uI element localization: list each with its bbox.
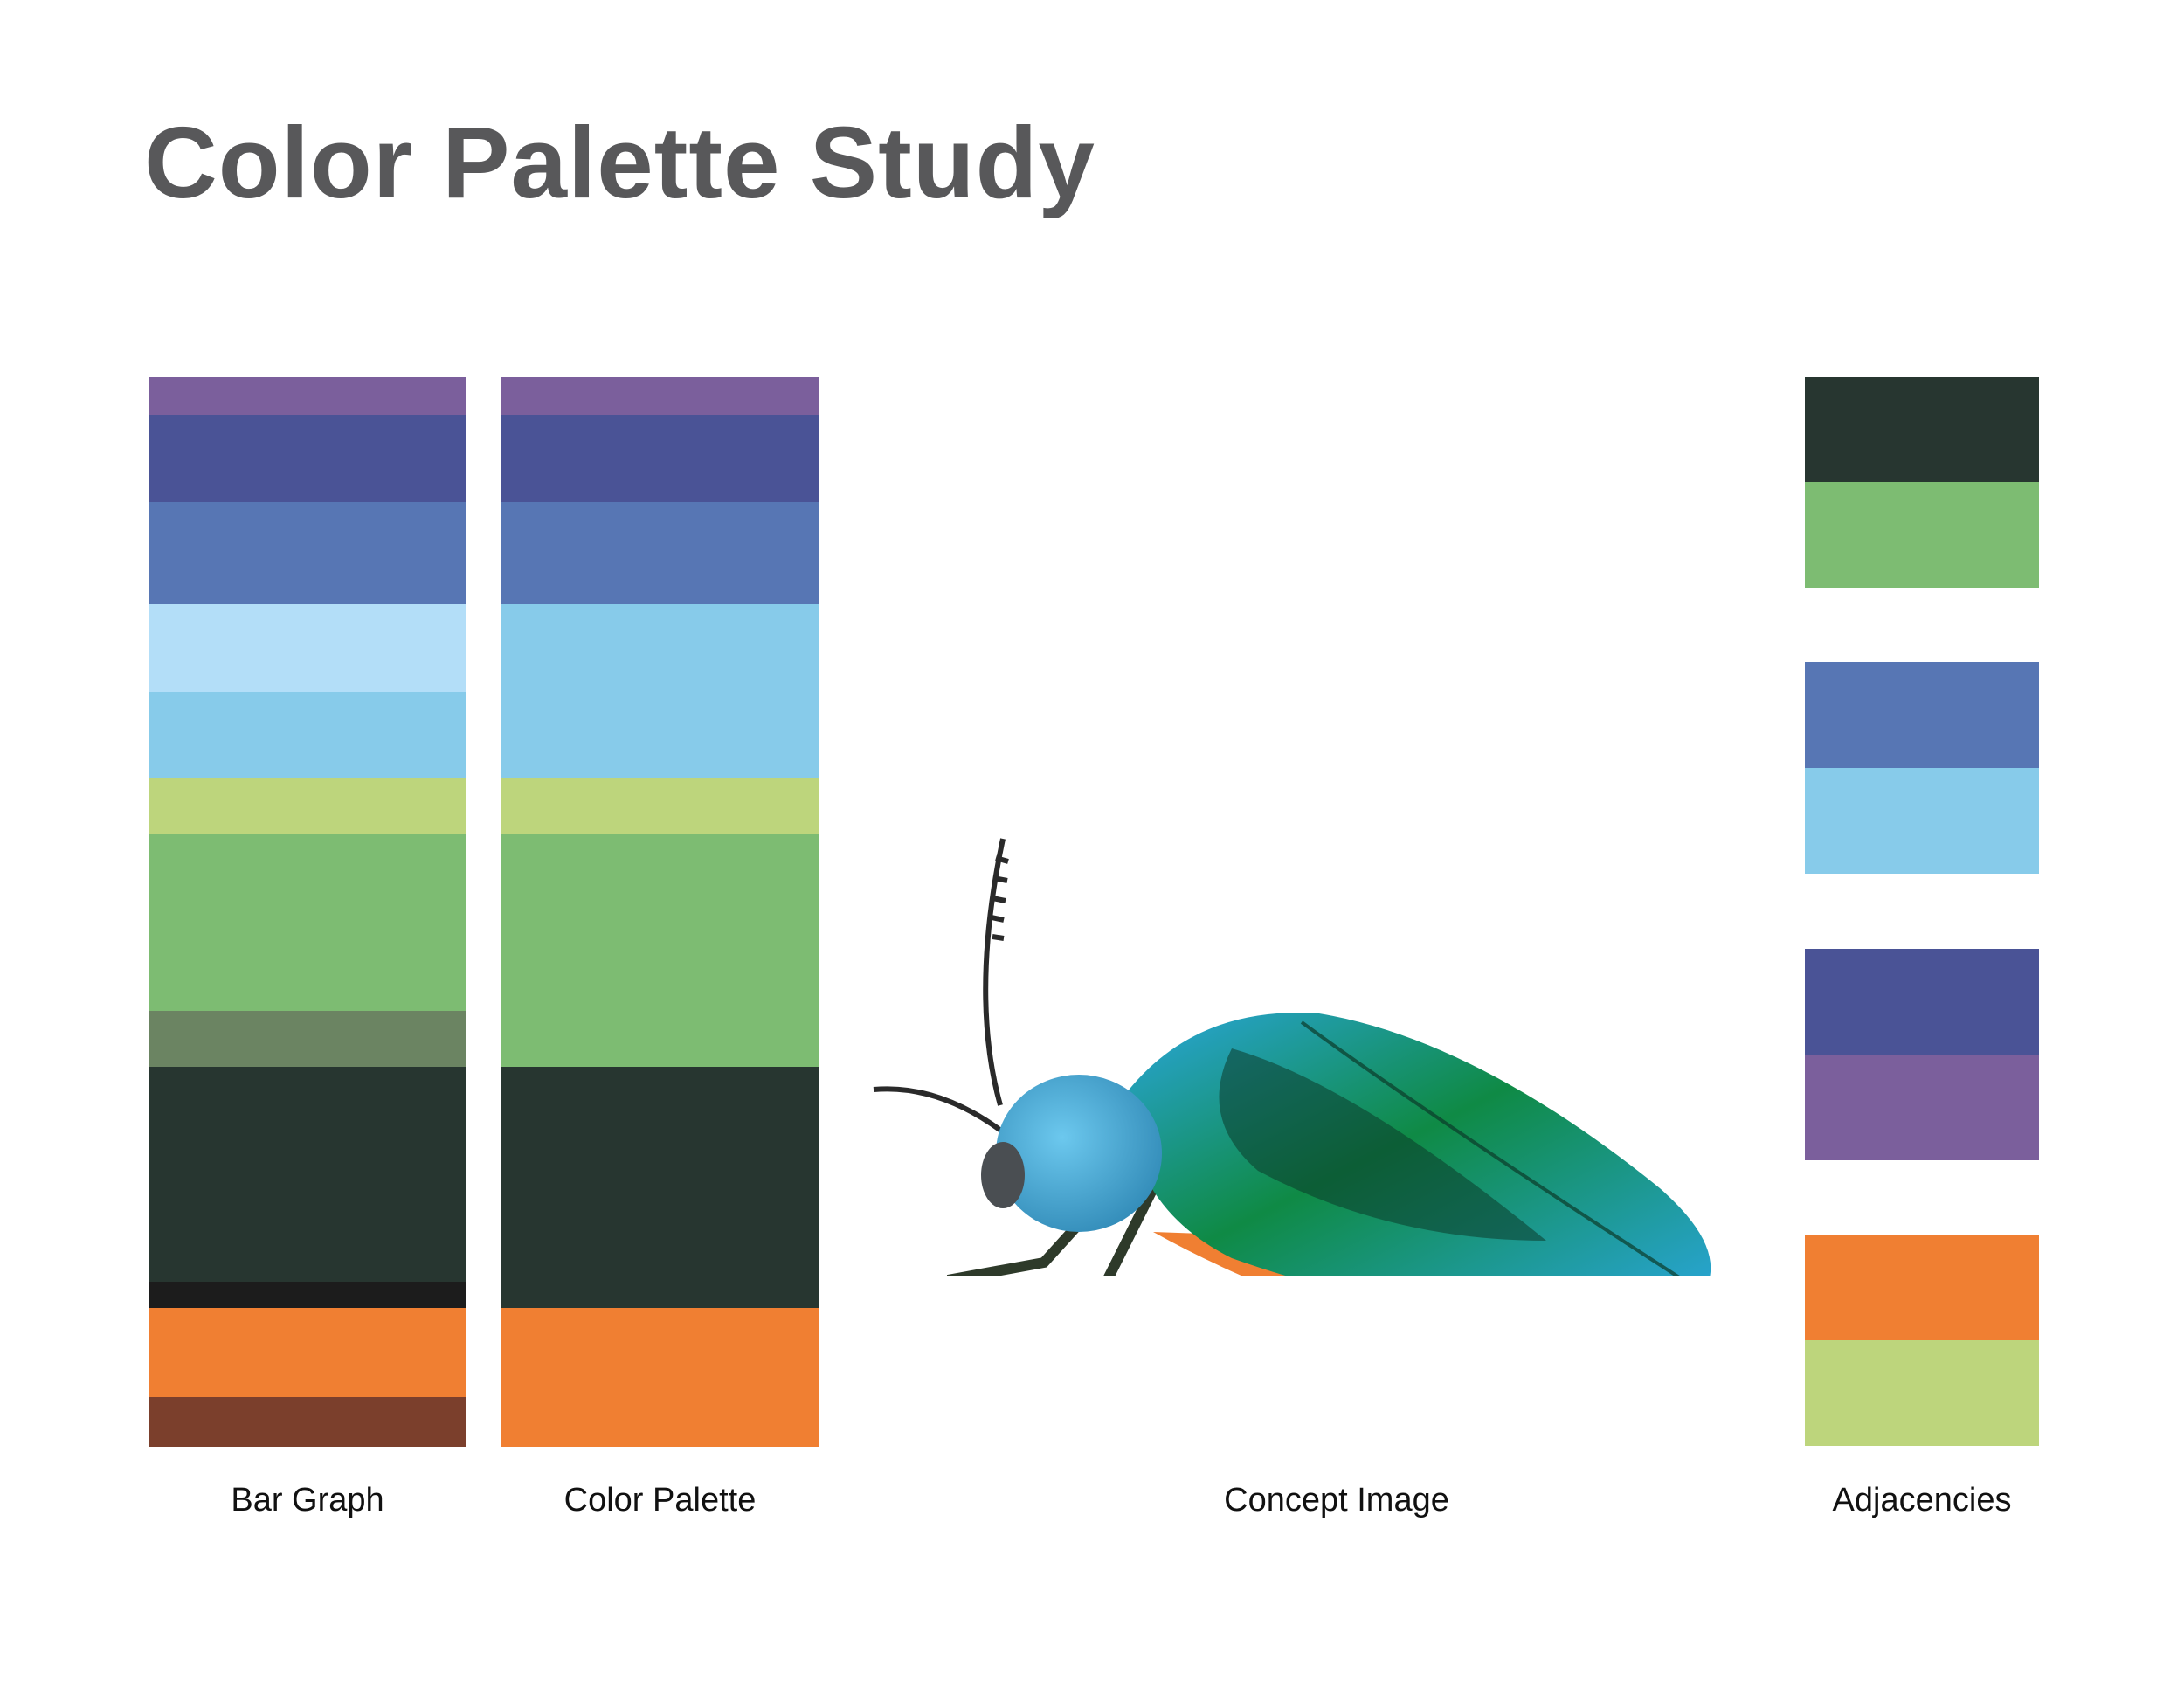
bar-graph-band	[149, 604, 466, 693]
color-palette-band	[501, 377, 819, 416]
bar-graph-stack	[149, 377, 466, 1447]
adjacency-swatch	[1805, 1340, 2039, 1446]
color-palette-band	[501, 1067, 819, 1309]
bar-graph-band	[149, 1066, 466, 1282]
caption-color-palette: Color Palette	[563, 1482, 757, 1519]
caption-bar-graph: Bar Graph	[231, 1482, 384, 1519]
bar-graph-band	[149, 1281, 466, 1309]
adjacency-swatch	[1805, 377, 2039, 482]
bar-graph-band	[149, 501, 466, 605]
color-palette-band	[501, 834, 819, 1067]
bar-graph-band	[149, 1011, 466, 1067]
bar-graph-band	[149, 1397, 466, 1447]
bar-graph-band	[149, 1308, 466, 1398]
adjacency-swatch	[1805, 1055, 2039, 1160]
adjacency-swatch	[1805, 662, 2039, 768]
adjacency-pair	[1805, 1235, 2039, 1446]
page-title: Color Palette Study	[144, 106, 1095, 219]
adjacency-pair	[1805, 949, 2039, 1160]
adjacency-swatch	[1805, 949, 2039, 1055]
adjacency-pair	[1805, 662, 2039, 874]
bar-graph-band	[149, 692, 466, 778]
concept-image	[873, 838, 1711, 1276]
bar-graph-band	[149, 415, 466, 502]
caption-adjacencies: Adjacencies	[1832, 1482, 2012, 1519]
color-palette-band	[501, 778, 819, 834]
bar-graph-band	[149, 377, 466, 416]
color-palette-stack	[501, 377, 819, 1447]
adjacency-swatch	[1805, 482, 2039, 588]
bar-graph-band	[149, 834, 466, 1012]
color-palette-band	[501, 415, 819, 502]
color-palette-band	[501, 1308, 819, 1447]
beetle-icon	[873, 838, 1711, 1276]
bar-graph-band	[149, 778, 466, 834]
adjacency-swatch	[1805, 1235, 2039, 1340]
color-palette-band	[501, 501, 819, 605]
adjacency-pair	[1805, 377, 2039, 588]
color-palette-band	[501, 604, 819, 778]
caption-concept-image: Concept Image	[1224, 1482, 1449, 1519]
adjacency-swatch	[1805, 768, 2039, 874]
